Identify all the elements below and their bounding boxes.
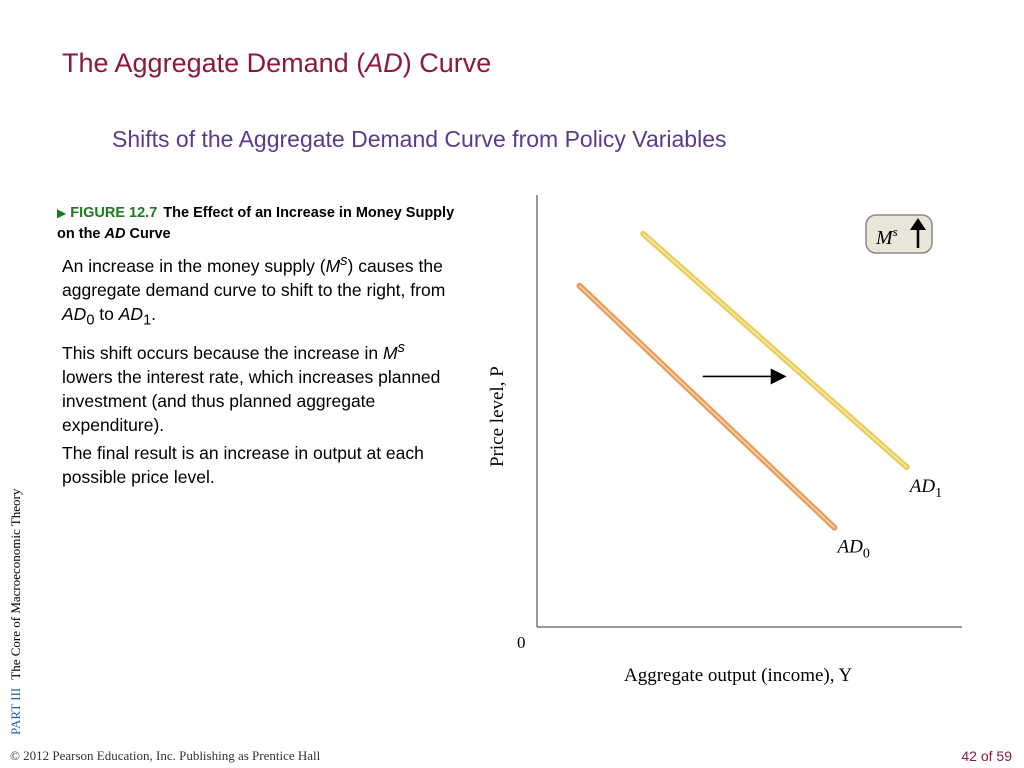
- x-axis-label: Aggregate output (income), Y: [624, 665, 853, 686]
- chart: 0 Aggregate output (income), Y Price level…: [487, 195, 962, 686]
- part-label: PART III: [8, 687, 23, 735]
- paragraph-1: An increase in the money supply (Ms) cau…: [62, 253, 446, 329]
- page-title: The Aggregate Demand (AD) Curve: [62, 48, 492, 78]
- page-subtitle: Shifts of the Aggregate Demand Curve fro…: [112, 126, 727, 152]
- side-label: PART IIIThe Core of Macroeconomic Theory: [8, 488, 23, 735]
- figure-number: FIGURE 12.7: [70, 205, 158, 221]
- body-text: An increase in the money supply (Ms) cau…: [62, 249, 457, 493]
- figure-caption: ▶ FIGURE 12.7 The Effect of an Increase in…: [57, 205, 455, 242]
- copyright: © 2012 Pearson Education, Inc. Publishin…: [10, 748, 321, 763]
- triangle-bullet-icon: ▶: [57, 206, 67, 220]
- paragraph-2: This shift occurs because the increase i…: [62, 340, 441, 436]
- curve-highlight-ad1: [642, 233, 908, 468]
- page-number: 42 of 59: [961, 748, 1012, 764]
- curve-highlight-ad0: [579, 285, 835, 529]
- money-supply-badge: Ms: [865, 214, 933, 254]
- series-group: AD0 AD1: [576, 230, 942, 562]
- origin-label: 0: [517, 633, 526, 652]
- y-axis-label: Price level, P: [487, 366, 508, 467]
- paragraph-3: The final result is an increase in outpu…: [62, 443, 424, 488]
- up-arrow-icon: [910, 218, 926, 230]
- curve-label-ad1: AD1: [908, 476, 942, 501]
- series-ad1: AD1: [640, 230, 942, 501]
- curve-label-ad0: AD0: [836, 537, 870, 562]
- series-ad0: AD0: [576, 282, 870, 562]
- badge-label: Ms: [875, 224, 898, 249]
- axes: 0 Aggregate output (income), Y Price level…: [487, 195, 962, 686]
